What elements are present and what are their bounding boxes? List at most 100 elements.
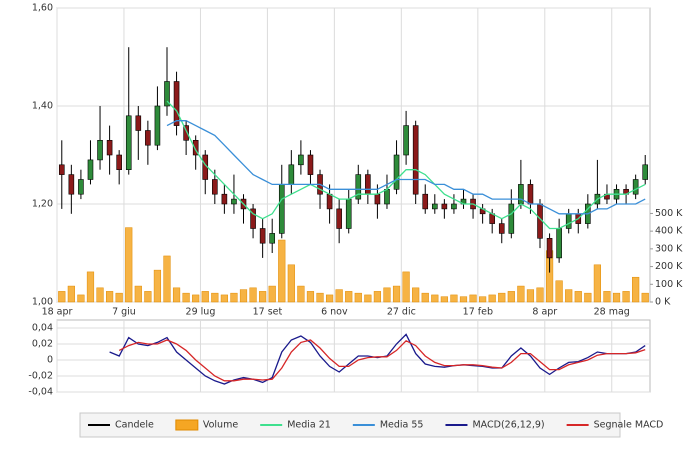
y-tick-label: 1,20 [32,199,53,210]
volume-bar [96,287,104,303]
y2-tick-label: 300 K [655,243,683,254]
y-tick-label: 1,60 [32,3,53,14]
candle-body [451,203,457,210]
candle-body [116,154,122,170]
volume-bar [182,292,190,303]
volume-bar [278,239,286,303]
candle-body [164,81,170,107]
y2-tick-label: 400 K [655,226,683,237]
candle-body [365,174,371,195]
volume-bar [584,292,592,303]
candle-body [259,228,266,244]
volume-bar [67,285,75,303]
x-tick-label: 17 feb [463,307,493,318]
volume-bar [163,255,171,303]
legend-label: Volume [203,420,238,431]
volume-bar [354,292,362,303]
volume-bar [469,294,477,303]
volume-bar [316,292,324,303]
candle-body [326,193,333,210]
volume-bar [58,291,66,303]
volume-bar [172,287,181,303]
volume-bar [201,291,209,303]
candle-body [336,208,342,229]
x-tick-label: 17 set [253,307,283,318]
macd-line [118,339,646,382]
volume-bar [440,296,448,303]
y-tick-label: -0,02 [28,371,53,382]
candle-body [288,164,295,185]
moving-average-line [166,100,646,230]
candle-body [527,184,534,205]
volume-bar [459,296,468,303]
volume-bar [632,276,640,303]
volume-bar [641,292,649,303]
candle-body [422,193,429,210]
candle-body [518,184,524,205]
volume-bar [450,294,458,303]
volume-bar [306,291,315,303]
volume-bar [383,287,391,303]
volume-bar [565,289,573,303]
candle-body [355,174,362,200]
legend-swatch [175,419,199,431]
candle-body [97,140,103,161]
volume-bar [192,294,200,303]
volume-bar [125,227,133,303]
volume-bar [431,294,439,303]
y-tick-label: 0,02 [32,339,53,350]
y-tick-label: 0,04 [32,323,53,334]
candle-body [78,179,84,195]
volume-bar [574,291,582,303]
legend-label: Media 55 [380,420,424,431]
volume-bar [498,292,506,303]
volume-bar [325,294,334,303]
volume-bar [230,292,238,303]
volume-bar [106,291,114,303]
volume-bar [593,264,601,303]
candle-body [403,125,409,156]
candle-body [412,125,419,195]
volume-bar [220,294,228,303]
x-tick-label: 29 lug [186,307,216,318]
volume-bar [603,291,611,303]
volume-bar [507,291,515,303]
volume-bar [526,289,535,303]
candle-body [212,179,218,195]
candle-body [145,130,151,146]
volume-bar [249,287,257,303]
volume-bar [392,285,401,303]
legend-box [79,412,621,438]
volume-bar [612,292,621,303]
candle-body [374,193,381,205]
volume-bar [153,269,162,303]
legend-label: MACD(26,12,9) [472,420,544,431]
legend-label: Media 21 [287,420,331,431]
volume-bar [268,285,276,303]
volume-bar [335,289,343,303]
candle-body [307,154,314,175]
candle-body [269,233,276,244]
candle-body [546,238,553,259]
candle-body [106,140,113,156]
candle-body [68,174,75,195]
y-tick-label: -0,04 [28,387,53,398]
y2-tick-label: 200 K [655,261,683,272]
y-tick-label: 1,00 [32,297,53,308]
volume-bar [259,291,267,303]
y2-tick-label: 500 K [655,208,683,219]
candle-body [556,228,562,259]
candle-body [183,125,189,141]
volume-bar [517,285,525,303]
candle-body [393,154,400,190]
volume-bar [402,271,410,303]
x-tick-label: 27 dic [387,307,416,318]
volume-bar [373,291,382,303]
x-tick-label: 18 apr [42,307,73,318]
candle-body [125,115,132,171]
plot-frame [56,319,651,393]
candle-body [173,81,180,126]
candle-body [345,198,352,229]
legend-label: Segnale MACD [594,420,664,431]
